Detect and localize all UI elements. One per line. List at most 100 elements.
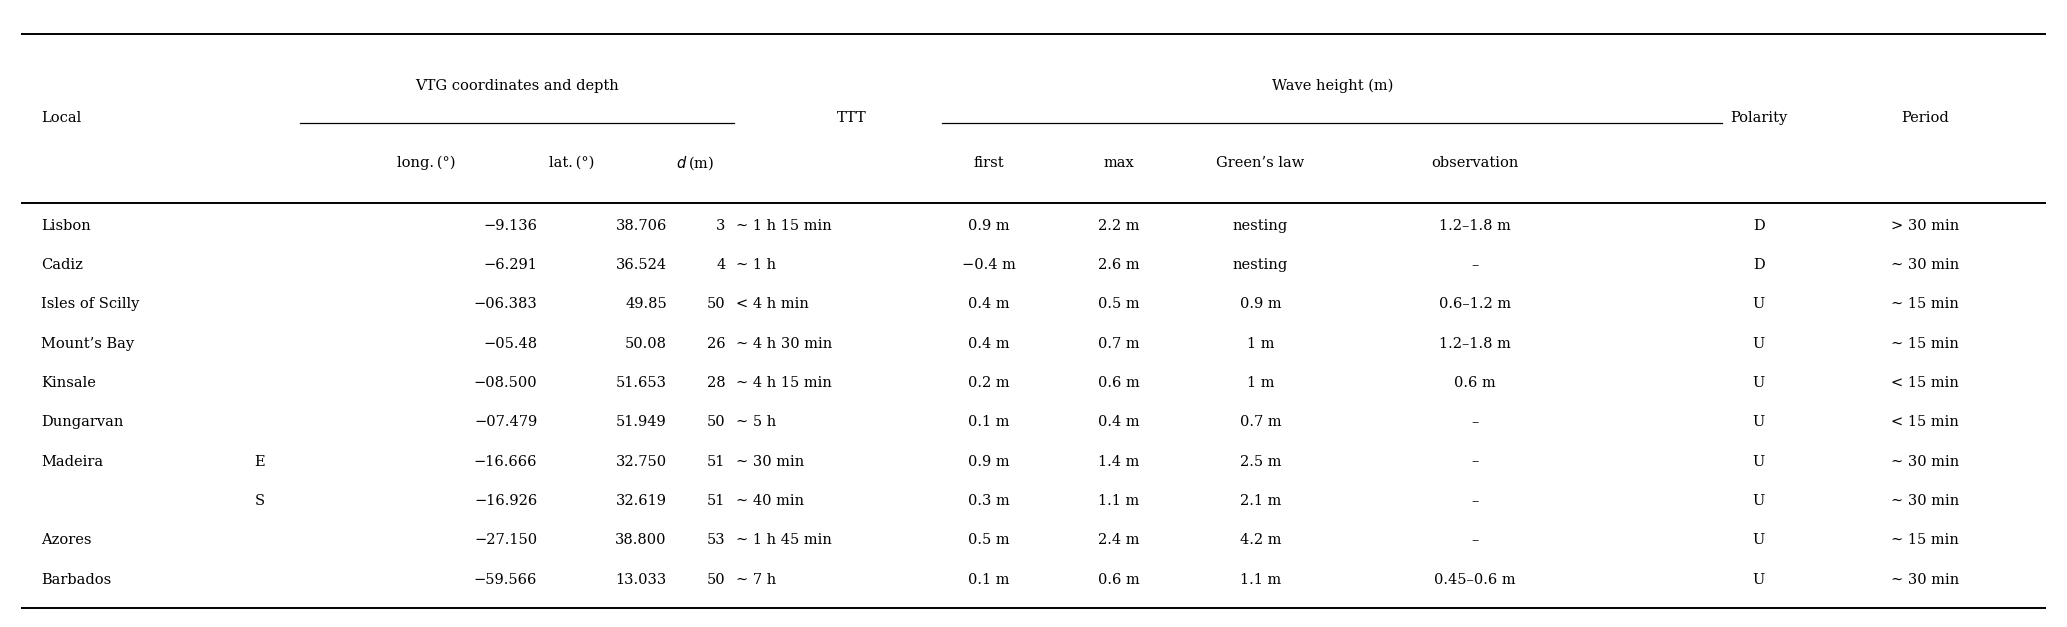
Text: 1 m: 1 m — [1246, 337, 1273, 350]
Text: Wave height (m): Wave height (m) — [1271, 79, 1393, 93]
Text: 3: 3 — [717, 219, 726, 233]
Text: Dungarvan: Dungarvan — [41, 415, 124, 429]
Text: ∼ 40 min: ∼ 40 min — [736, 494, 804, 508]
Text: U: U — [1753, 455, 1765, 468]
Text: 32.750: 32.750 — [616, 455, 668, 468]
Text: max: max — [1104, 156, 1135, 170]
Text: 28: 28 — [707, 376, 726, 390]
Text: Isles of Scilly: Isles of Scilly — [41, 297, 138, 311]
Text: Green’s law: Green’s law — [1215, 156, 1304, 170]
Text: > 30 min: > 30 min — [1891, 219, 1960, 233]
Text: 2.2 m: 2.2 m — [1098, 219, 1139, 233]
Text: 2.4 m: 2.4 m — [1098, 533, 1139, 547]
Text: 2.6 m: 2.6 m — [1098, 258, 1139, 272]
Text: observation: observation — [1432, 156, 1519, 170]
Text: 1.2–1.8 m: 1.2–1.8 m — [1439, 219, 1511, 233]
Text: –: – — [1472, 455, 1478, 468]
Text: ∼ 5 h: ∼ 5 h — [736, 415, 775, 429]
Text: 0.9 m: 0.9 m — [967, 219, 1011, 233]
Text: Lisbon: Lisbon — [41, 219, 91, 233]
Text: 1.4 m: 1.4 m — [1098, 455, 1139, 468]
Text: U: U — [1753, 415, 1765, 429]
Text: Madeira: Madeira — [41, 455, 103, 468]
Text: 1.1 m: 1.1 m — [1240, 572, 1282, 587]
Text: VTG coordinates and depth: VTG coordinates and depth — [415, 79, 618, 93]
Text: D: D — [1753, 219, 1765, 233]
Text: U: U — [1753, 297, 1765, 311]
Text: nesting: nesting — [1232, 258, 1288, 272]
Text: 51.949: 51.949 — [616, 415, 668, 429]
Text: 53: 53 — [707, 533, 726, 547]
Text: −6.291: −6.291 — [484, 258, 537, 272]
Text: ∼ 15 min: ∼ 15 min — [1891, 297, 1960, 311]
Text: Local: Local — [41, 112, 81, 125]
Text: 36.524: 36.524 — [616, 258, 668, 272]
Text: 32.619: 32.619 — [616, 494, 668, 508]
Text: nesting: nesting — [1232, 219, 1288, 233]
Text: 0.7 m: 0.7 m — [1240, 415, 1282, 429]
Text: 4.2 m: 4.2 m — [1240, 533, 1282, 547]
Text: U: U — [1753, 376, 1765, 390]
Text: 0.9 m: 0.9 m — [1240, 297, 1282, 311]
Text: 0.4 m: 0.4 m — [967, 297, 1011, 311]
Text: $d$ (m): $d$ (m) — [676, 154, 715, 172]
Text: lat. (°): lat. (°) — [550, 156, 595, 170]
Text: S: S — [254, 494, 265, 508]
Text: 50.08: 50.08 — [624, 337, 668, 350]
Text: −0.4 m: −0.4 m — [961, 258, 1015, 272]
Text: Mount’s Bay: Mount’s Bay — [41, 337, 134, 350]
Text: ∼ 7 h: ∼ 7 h — [736, 572, 775, 587]
Text: ∼ 15 min: ∼ 15 min — [1891, 337, 1960, 350]
Text: 50: 50 — [707, 415, 726, 429]
Text: 2.5 m: 2.5 m — [1240, 455, 1282, 468]
Text: –: – — [1472, 494, 1478, 508]
Text: < 4 h min: < 4 h min — [736, 297, 808, 311]
Text: −59.566: −59.566 — [473, 572, 537, 587]
Text: E: E — [254, 455, 265, 468]
Text: ∼ 30 min: ∼ 30 min — [1891, 258, 1960, 272]
Text: 0.6–1.2 m: 0.6–1.2 m — [1439, 297, 1511, 311]
Text: −16.666: −16.666 — [473, 455, 537, 468]
Text: 49.85: 49.85 — [624, 297, 668, 311]
Text: −16.926: −16.926 — [473, 494, 537, 508]
Text: −9.136: −9.136 — [484, 219, 537, 233]
Text: ∼ 30 min: ∼ 30 min — [1891, 494, 1960, 508]
Text: D: D — [1753, 258, 1765, 272]
Text: 0.7 m: 0.7 m — [1098, 337, 1139, 350]
Text: 0.1 m: 0.1 m — [967, 572, 1009, 587]
Text: Cadiz: Cadiz — [41, 258, 83, 272]
Text: ∼ 15 min: ∼ 15 min — [1891, 533, 1960, 547]
Text: Kinsale: Kinsale — [41, 376, 95, 390]
Text: −27.150: −27.150 — [473, 533, 537, 547]
Text: 26: 26 — [707, 337, 726, 350]
Text: 4: 4 — [717, 258, 726, 272]
Text: long. (°): long. (°) — [397, 155, 455, 170]
Text: –: – — [1472, 533, 1478, 547]
Text: Polarity: Polarity — [1730, 112, 1788, 125]
Text: U: U — [1753, 572, 1765, 587]
Text: 2.1 m: 2.1 m — [1240, 494, 1282, 508]
Text: 0.4 m: 0.4 m — [1098, 415, 1139, 429]
Text: 0.3 m: 0.3 m — [967, 494, 1011, 508]
Text: 0.9 m: 0.9 m — [967, 455, 1011, 468]
Text: ∼ 30 min: ∼ 30 min — [736, 455, 804, 468]
Text: < 15 min: < 15 min — [1891, 415, 1960, 429]
Text: –: – — [1472, 415, 1478, 429]
Text: 1.2–1.8 m: 1.2–1.8 m — [1439, 337, 1511, 350]
Text: 0.6 m: 0.6 m — [1098, 572, 1139, 587]
Text: ∼ 4 h 30 min: ∼ 4 h 30 min — [736, 337, 833, 350]
Text: 51.653: 51.653 — [616, 376, 668, 390]
Text: ∼ 1 h 15 min: ∼ 1 h 15 min — [736, 219, 831, 233]
Text: 0.6 m: 0.6 m — [1455, 376, 1497, 390]
Text: Barbados: Barbados — [41, 572, 112, 587]
Text: TTT: TTT — [837, 112, 866, 125]
Text: –: – — [1472, 258, 1478, 272]
Text: 0.5 m: 0.5 m — [967, 533, 1011, 547]
Text: 0.5 m: 0.5 m — [1098, 297, 1139, 311]
Text: < 15 min: < 15 min — [1891, 376, 1960, 390]
Text: 1.1 m: 1.1 m — [1098, 494, 1139, 508]
Text: ∼ 4 h 15 min: ∼ 4 h 15 min — [736, 376, 831, 390]
Text: 0.45–0.6 m: 0.45–0.6 m — [1434, 572, 1515, 587]
Text: −05.48: −05.48 — [484, 337, 537, 350]
Text: 51: 51 — [707, 494, 726, 508]
